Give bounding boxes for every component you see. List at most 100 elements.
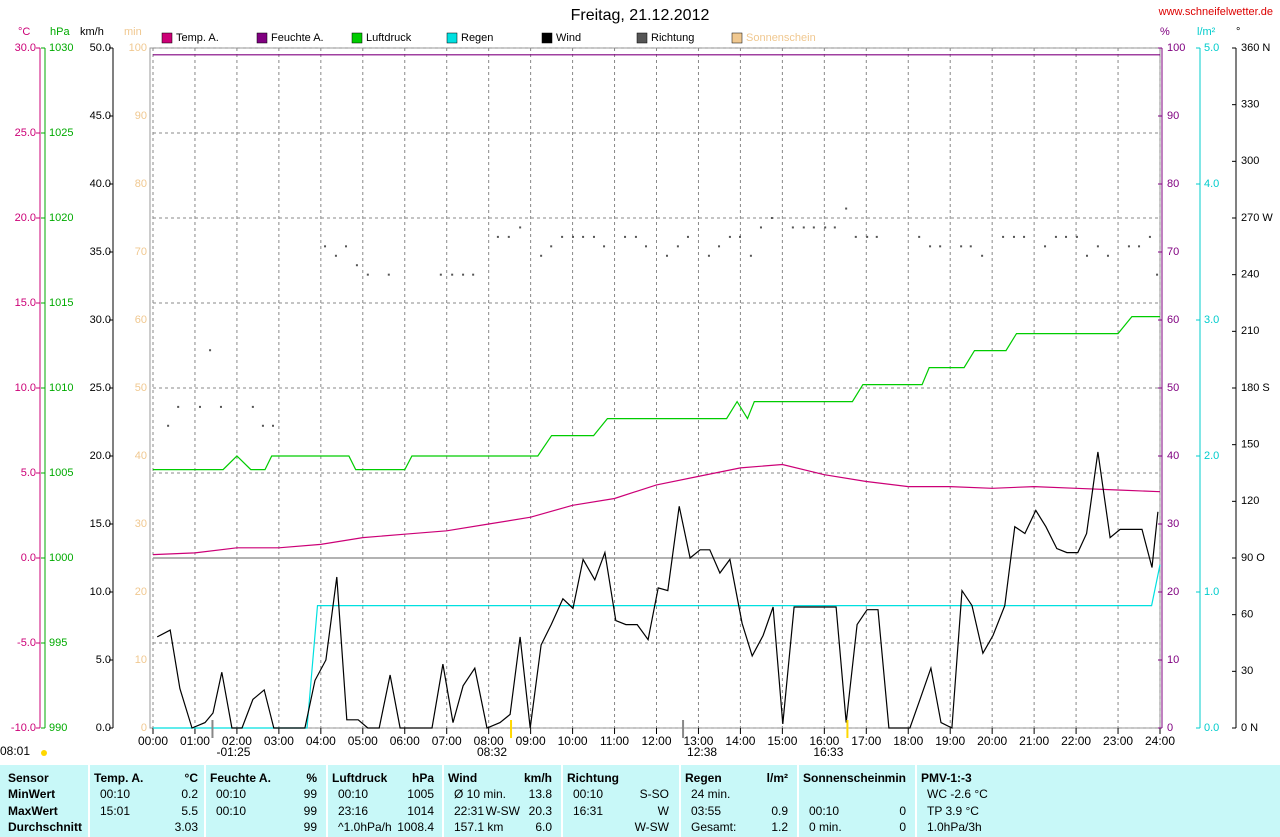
y-tick-label: 270 W <box>1241 212 1273 224</box>
y-tick-label: 5.0 <box>21 467 36 479</box>
axis-label: min <box>124 26 142 38</box>
axis-label: ° <box>1236 26 1240 38</box>
direction-dot <box>550 245 553 248</box>
table-cell: 5.5 <box>181 803 198 818</box>
y-tick-label: 70 <box>1167 246 1179 258</box>
direction-dot <box>960 245 963 248</box>
direction-dot <box>462 273 465 276</box>
x-tick-label: 02:00 <box>222 734 252 748</box>
direction-dot <box>969 245 972 248</box>
table-cell: MaxWert <box>8 803 58 818</box>
direction-dot <box>802 226 805 229</box>
table-cell: 157.1 km <box>454 820 504 834</box>
direction-dot <box>718 245 721 248</box>
y-tick-label: 100 <box>1167 42 1185 54</box>
direction-dot <box>833 226 836 229</box>
column-separator <box>797 765 799 837</box>
table-cell: 0 <box>899 820 906 834</box>
y-tick-label: 1030 <box>49 42 73 54</box>
y-tick-label: 20 <box>135 586 147 598</box>
direction-dot <box>759 226 762 229</box>
table-cell: 1014 <box>407 803 434 818</box>
y-tick-label: 90 <box>1167 110 1179 122</box>
table-cell: Sensor <box>8 771 49 785</box>
direction-dot <box>939 245 942 248</box>
y-tick-label: 30.0 <box>90 314 111 326</box>
y-tick-label: 30 <box>1167 518 1179 530</box>
y-tick-label: 10 <box>1167 654 1179 666</box>
x-tick-label: 15:00 <box>767 734 797 748</box>
direction-dot <box>198 405 201 408</box>
table-cell: 99 <box>303 820 317 834</box>
annotation-label: 08:32 <box>477 745 507 759</box>
x-tick-label: 20:00 <box>977 734 1007 748</box>
direction-dot <box>918 235 921 238</box>
y-tick-label: 180 S <box>1241 382 1270 394</box>
y-tick-label: 10.0 <box>90 586 111 598</box>
column-separator <box>326 765 328 837</box>
x-tick-label: 00:00 <box>138 734 168 748</box>
legend-swatch <box>446 32 458 44</box>
table-cell: Wind <box>448 771 478 785</box>
direction-dot <box>582 235 585 238</box>
direction-dot <box>167 424 170 427</box>
y-tick-label: 25.0 <box>90 382 111 394</box>
table-cell: 1.0hPa/3h <box>927 820 982 834</box>
y-tick-label: 30.0 <box>15 42 36 54</box>
series-line <box>152 463 1161 556</box>
y-tick-label: 10.0 <box>15 382 36 394</box>
table-cell: 0.2 <box>181 787 198 801</box>
y-tick-label: 300 <box>1241 155 1259 167</box>
y-tick-label: 100 <box>129 42 147 54</box>
y-tick-label: 80 <box>135 178 147 190</box>
x-tick-label: 18:00 <box>893 734 923 748</box>
table-cell: 6.0 <box>535 820 552 834</box>
y-tick-label: 90 <box>135 110 147 122</box>
table-cell: hPa <box>411 771 434 785</box>
y-tick-label: 40 <box>135 450 147 462</box>
y-tick-label: 30 <box>1241 665 1253 677</box>
x-tick-label: 08:00 <box>474 734 504 748</box>
direction-dot <box>749 254 752 257</box>
direction-dot <box>439 273 442 276</box>
plot-frame <box>149 47 1161 729</box>
direction-dot <box>1023 235 1026 238</box>
table-cell: min <box>884 771 906 785</box>
table-cell: 22:31 <box>454 803 485 818</box>
direction-dot <box>1156 273 1159 276</box>
direction-dot <box>519 226 522 229</box>
direction-dot <box>854 235 857 238</box>
direction-dot <box>540 254 543 257</box>
y-tick-label: -5.0 <box>17 637 36 649</box>
y-tick-label: 15.0 <box>90 518 111 530</box>
y-tick-label: 10 <box>135 654 147 666</box>
table-cell: MinWert <box>8 787 56 801</box>
y-tick-label: 40.0 <box>90 178 111 190</box>
x-tick-label: 17:00 <box>851 734 881 748</box>
table-cell: 00:10 <box>338 787 369 801</box>
y-tick-label: 80 <box>1167 178 1179 190</box>
direction-dot <box>645 245 648 248</box>
table-cell: 20.3 <box>528 803 552 818</box>
y-tick-label: 0 <box>1167 722 1173 734</box>
direction-dot <box>219 405 222 408</box>
table-cell: l/m² <box>766 771 788 785</box>
x-tick-label: 01:00 <box>180 734 210 748</box>
direction-dot <box>496 235 499 238</box>
y-tick-label: 0 N <box>1241 722 1258 734</box>
source: www.schneifelwetter.de <box>1158 6 1273 18</box>
x-tick-label: 11:00 <box>600 734 629 748</box>
y-tick-label: 1025 <box>49 127 73 139</box>
sun-icon <box>41 750 47 756</box>
legend-label: Richtung <box>651 32 694 44</box>
table-cell: TP 3.9 °C <box>927 803 979 818</box>
y-tick-label: 60 <box>1241 609 1253 621</box>
series-line <box>156 451 1159 729</box>
table-cell: Feuchte A. <box>210 771 271 785</box>
x-tick-label: 03:00 <box>264 734 294 748</box>
x-tick-label: 04:00 <box>306 734 336 748</box>
direction-dot <box>592 235 595 238</box>
y-tick-label: 0.0 <box>1204 722 1219 734</box>
direction-dot <box>251 405 254 408</box>
direction-dot <box>686 235 689 238</box>
